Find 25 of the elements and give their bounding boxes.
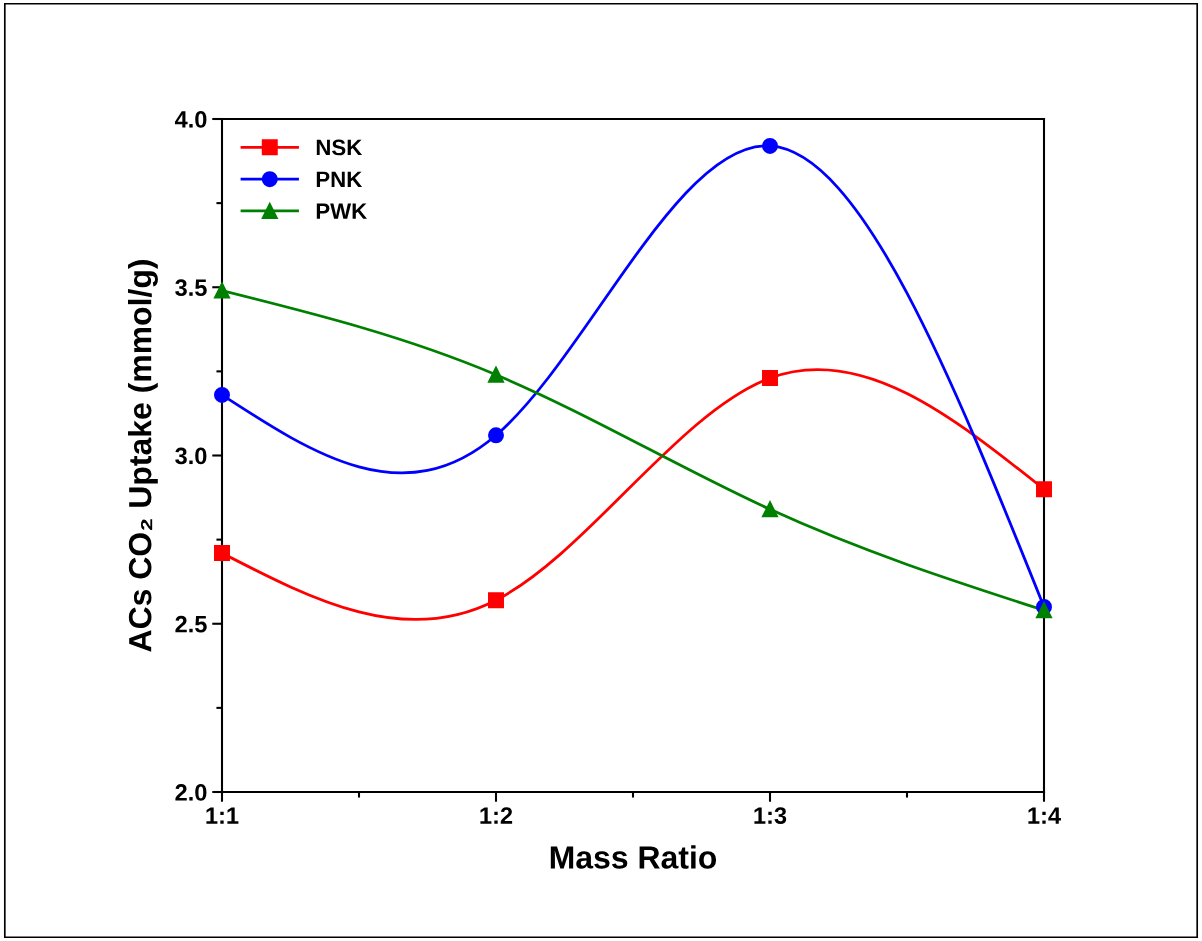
y-tick-label: 3.0: [175, 447, 207, 465]
point: [762, 501, 778, 518]
y-tick-label: 2.5: [175, 615, 207, 633]
y-tick-label: 4.0: [174, 111, 207, 128]
y-tick-label: 3.5: [175, 279, 207, 297]
point: [762, 370, 778, 387]
x-tick-label: 1:1: [206, 807, 239, 824]
point: [1036, 602, 1052, 619]
point: [214, 545, 230, 562]
point: [1036, 481, 1052, 498]
point: [488, 427, 504, 444]
point: [214, 386, 230, 403]
legend-label: PNK: [316, 171, 363, 187]
y-tick-label: 2.0: [175, 784, 207, 801]
point: [488, 366, 504, 383]
x-tick-label: 1:4: [1028, 807, 1061, 824]
x-tick-label: 1:2: [480, 807, 513, 824]
legend-label: NSK: [316, 139, 363, 156]
point: [488, 592, 504, 609]
y-axis-title: ACs CO₂ Uptake (mmol/g): [128, 260, 158, 652]
x-tick-label: 1:3: [754, 807, 787, 824]
legend-label: PWK: [316, 203, 367, 219]
point: [214, 282, 230, 299]
x-axis-title: Mass Ratio: [550, 845, 717, 869]
point: [762, 137, 778, 154]
